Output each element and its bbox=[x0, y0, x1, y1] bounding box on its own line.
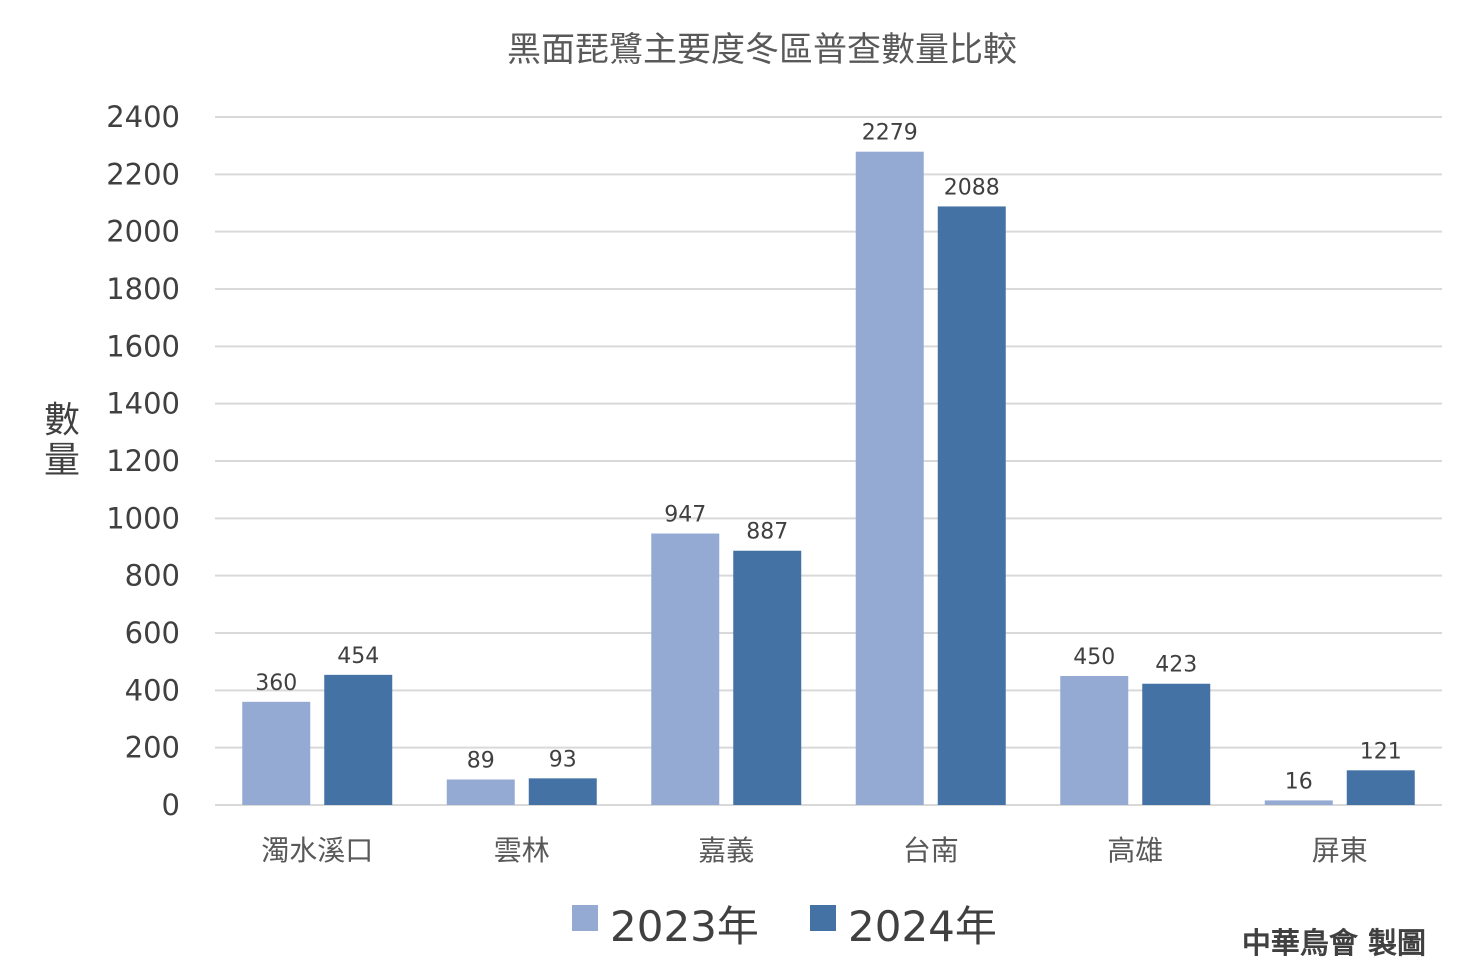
data-label: 2279 bbox=[862, 121, 918, 146]
x-tick-label: 嘉義 bbox=[698, 834, 754, 867]
y-tick-label: 1200 bbox=[106, 444, 180, 478]
bar bbox=[1346, 770, 1415, 805]
bar bbox=[937, 206, 1006, 805]
x-tick-label: 台南 bbox=[903, 834, 959, 867]
gridlines bbox=[215, 116, 1442, 806]
x-tick-label: 屏東 bbox=[1312, 834, 1368, 867]
y-tick-labels: 0 200 400 600 800 1000 1200 1400 1600 1800 2000 220… bbox=[106, 100, 180, 822]
data-labels: 360 454 89 93 947 887 2279 2088 450 423 16 121 bbox=[255, 121, 1402, 795]
data-label: 2088 bbox=[944, 175, 1000, 200]
data-label: 423 bbox=[1155, 653, 1197, 678]
data-label: 947 bbox=[664, 503, 706, 528]
y-tick-label: 800 bbox=[125, 559, 180, 593]
data-label: 121 bbox=[1360, 739, 1402, 764]
credit-text: 中華鳥會 製圖 bbox=[1242, 926, 1426, 960]
legend: 2023年 2024年 bbox=[572, 902, 997, 951]
y-tick-label: 400 bbox=[125, 673, 180, 707]
y-tick-label: 2200 bbox=[106, 157, 180, 191]
bar bbox=[324, 674, 393, 805]
y-tick-label: 1800 bbox=[106, 272, 180, 306]
data-label: 360 bbox=[255, 671, 297, 696]
data-label: 454 bbox=[337, 644, 379, 669]
bar bbox=[651, 533, 720, 805]
x-tick-label: 雲林 bbox=[494, 834, 550, 867]
bar bbox=[242, 701, 311, 805]
data-label: 450 bbox=[1073, 645, 1115, 670]
y-tick-label: 600 bbox=[125, 616, 180, 650]
x-tick-labels: 濁水溪口 雲林 嘉義 台南 高雄 屏東 bbox=[261, 834, 1368, 867]
y-tick-label: 2000 bbox=[106, 215, 180, 249]
legend-label: 2024年 bbox=[848, 902, 997, 951]
x-tick-label: 濁水溪口 bbox=[261, 834, 373, 867]
y-tick-label: 0 bbox=[162, 788, 180, 822]
bar bbox=[1142, 683, 1211, 805]
bars bbox=[242, 151, 1415, 806]
y-axis-label: 數量 bbox=[44, 400, 80, 481]
bar bbox=[1060, 676, 1129, 805]
legend-label: 2023年 bbox=[610, 902, 759, 951]
bar bbox=[528, 778, 597, 805]
y-tick-label: 1000 bbox=[106, 501, 180, 535]
data-label: 887 bbox=[746, 520, 788, 545]
bar bbox=[855, 151, 924, 806]
data-label: 89 bbox=[467, 748, 495, 773]
y-tick-label: 1400 bbox=[106, 387, 180, 421]
legend-swatch bbox=[572, 905, 598, 931]
chart-title: 黑面琵鷺主要度冬區普查數量比較 bbox=[507, 30, 1017, 70]
bar bbox=[1264, 800, 1333, 805]
x-tick-label: 高雄 bbox=[1107, 834, 1163, 867]
bar bbox=[446, 779, 515, 805]
y-tick-label: 2400 bbox=[106, 100, 180, 134]
data-label: 93 bbox=[549, 747, 577, 772]
y-tick-label: 1600 bbox=[106, 329, 180, 363]
y-tick-label: 200 bbox=[125, 731, 180, 765]
data-label: 16 bbox=[1285, 769, 1313, 794]
bar bbox=[733, 550, 802, 805]
legend-swatch bbox=[810, 905, 836, 931]
